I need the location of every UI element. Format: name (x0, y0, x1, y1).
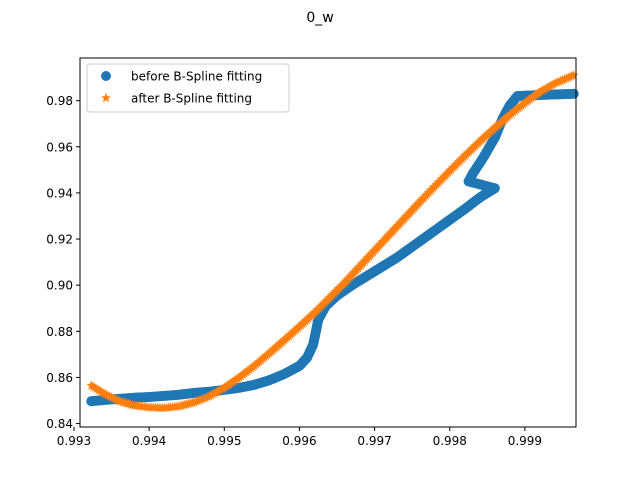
x-tick-label: 0.996 (282, 434, 316, 448)
plot-area (86, 70, 579, 413)
series-after-markers (86, 70, 579, 413)
legend-label: before B-Spline fitting (131, 70, 262, 84)
legend-label: after B-Spline fitting (131, 92, 252, 106)
axes: 0.993 0.994 0.995 0.996 0.997 0.998 0.999 0.84 0… (46, 57, 577, 448)
chart-title: 0_w (306, 10, 333, 26)
legend-star-marker (101, 92, 111, 103)
x-tick-label: 0.993 (57, 434, 91, 448)
y-tick-label: 0.94 (46, 186, 73, 200)
x-tick-label: 0.997 (357, 434, 391, 448)
y-tick-label: 0.86 (46, 371, 73, 385)
x-tick-label: 0.995 (207, 434, 241, 448)
y-tick-label: 0.92 (46, 233, 73, 247)
y-tick-label: 0.90 (46, 279, 73, 293)
legend-circle-marker (101, 71, 111, 81)
y-tick-label: 0.96 (46, 140, 73, 154)
x-tick-label: 0.994 (132, 434, 166, 448)
legend-box (86, 63, 290, 113)
x-tick-label: 0.999 (508, 434, 542, 448)
data-star-marker (568, 70, 579, 80)
axes-frame (79, 57, 577, 428)
y-tick-label: 0.84 (46, 417, 73, 431)
x-tick-label: 0.998 (433, 434, 467, 448)
legend: before B-Spline fitting after B-Spline fi… (86, 63, 290, 113)
data-circle-marker (568, 88, 579, 99)
y-tick-label: 0.98 (46, 94, 73, 108)
y-tick-label: 0.88 (46, 325, 73, 339)
